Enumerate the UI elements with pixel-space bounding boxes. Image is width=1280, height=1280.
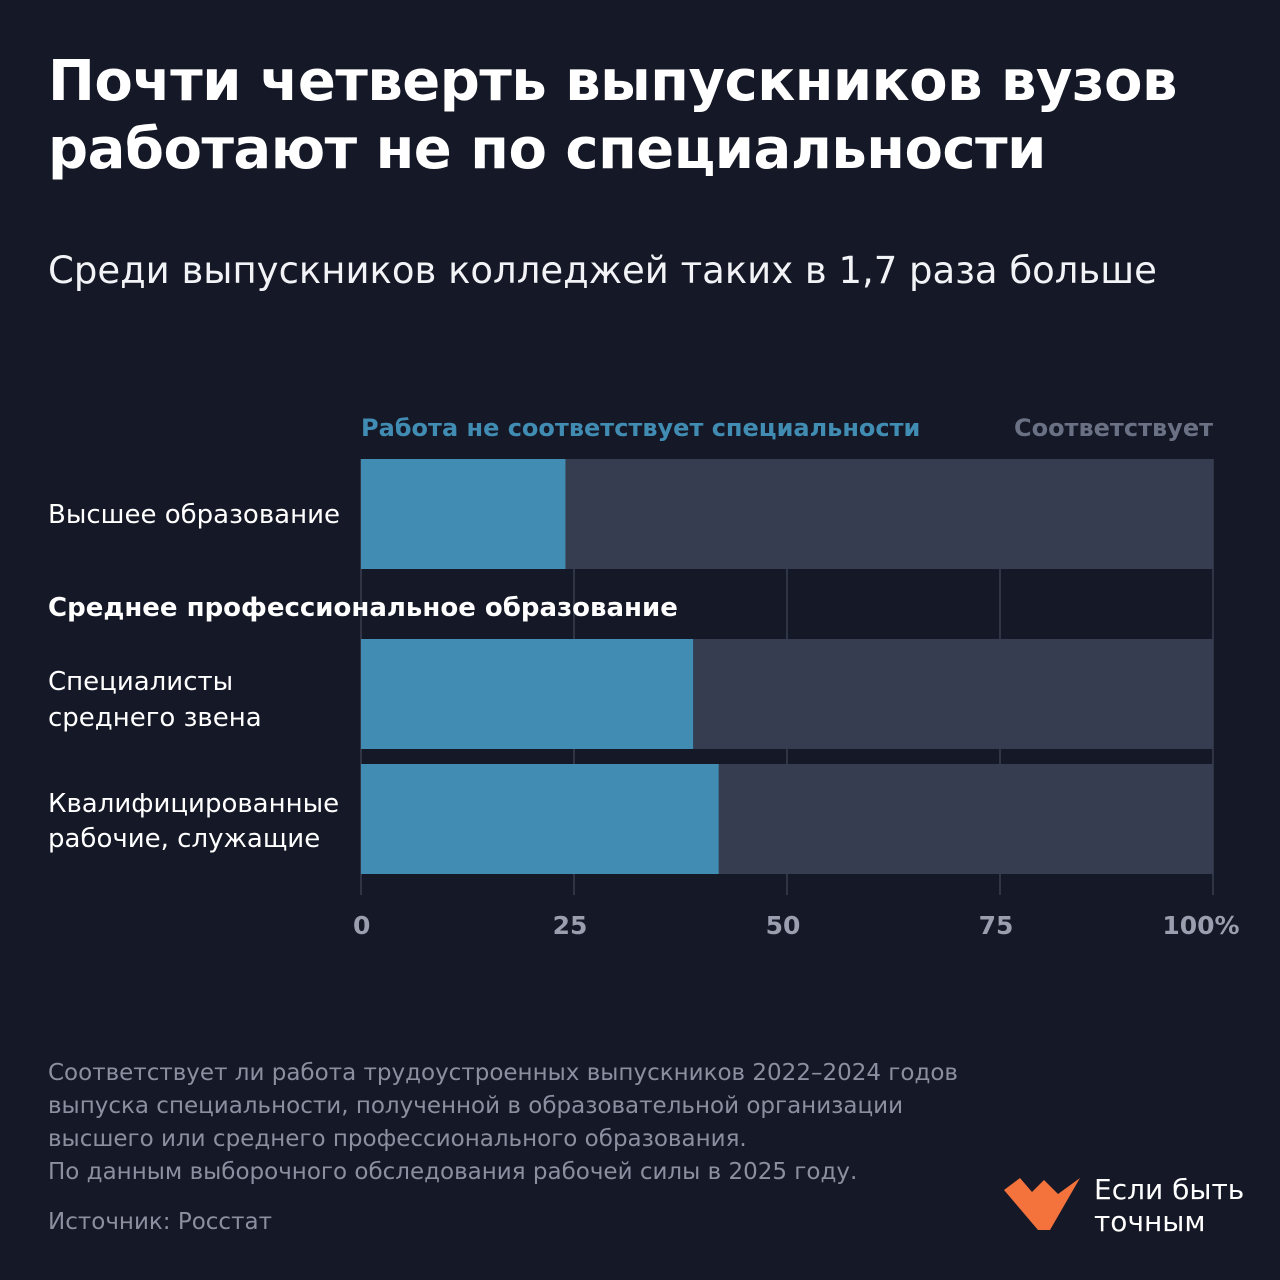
tick-label-100: 100% (1162, 911, 1239, 940)
page-subtitle: Среди выпускников колледжей таких в 1,7 … (48, 249, 1157, 292)
category-label-1-line-1: Высшее образование (48, 500, 340, 530)
chart-notes: Соответствует ли работа трудоустроенных … (48, 1057, 988, 1189)
page-title: Почти четверть выпускников вузов работаю… (48, 48, 1248, 184)
group-label: Среднее профессиональное образование (48, 593, 678, 623)
bar-match-2 (693, 639, 1213, 749)
category-label-2-line-2: среднего звена (48, 703, 262, 733)
legend-mismatch: Работа не соответствует специальности (361, 414, 920, 442)
title-line-2: работают не по специальности (48, 117, 1046, 182)
tick-label-75: 75 (979, 911, 1014, 940)
note-line-3: высшего или среднего профессионального о… (48, 1126, 747, 1152)
bar-match-3 (718, 764, 1213, 874)
category-label-2-line-1: Специалисты (48, 667, 233, 697)
tick-label-0: 0 (353, 911, 370, 940)
note-line-4: По данным выборочного обследования рабоч… (48, 1159, 858, 1185)
brand-line-1: Если быть (1094, 1173, 1245, 1206)
brand-line-2: точным (1094, 1205, 1206, 1238)
bar-mismatch-1 (361, 459, 566, 569)
bar-mismatch-3 (361, 764, 719, 874)
bar-match-1 (565, 459, 1213, 569)
brand-name: Если быть точным (1094, 1174, 1244, 1238)
note-line-1: Соответствует ли работа трудоустроенных … (48, 1060, 958, 1086)
tick-label-25: 25 (553, 911, 588, 940)
brand-logo: Если быть точным (1002, 1172, 1244, 1242)
bar-chart: Высшее образование Специалисты среднего зв… (48, 414, 1240, 940)
category-label-3-line-2: рабочие, служащие (48, 824, 320, 854)
category-label-3-line-1: Квалифицированные (48, 789, 339, 819)
note-line-2: выпуска специальности, полученной в обра… (48, 1093, 904, 1119)
tick-label-50: 50 (766, 911, 801, 940)
source-note: Источник: Росстат (48, 1209, 272, 1235)
bar-mismatch-2 (361, 639, 694, 749)
legend-match: Соответствует (1014, 414, 1213, 442)
heart-check-logo-icon (1004, 1178, 1080, 1230)
title-line-1: Почти четверть выпускников вузов (48, 49, 1177, 114)
